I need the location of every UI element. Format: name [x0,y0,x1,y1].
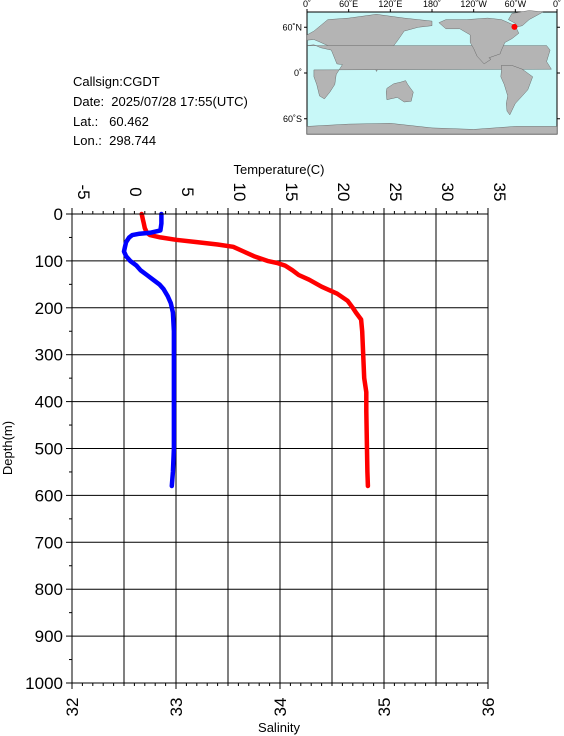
temperature-axis-title: Temperature(C) [233,162,324,177]
salinity-tick-label: 33 [167,698,186,717]
depth-tick-label: 900 [35,627,63,646]
salinity-tick-label: 36 [479,698,498,717]
map-antarctica [306,123,558,135]
callsign-text: Callsign:CGDT [73,74,160,89]
salinity-axis-title: Salinity [258,720,300,735]
temperature-tick-label: -5 [74,184,93,199]
map-africa [306,44,552,100]
lon-text: Lon.: 298.744 [73,133,157,148]
map-south-america [500,65,533,116]
map-land [306,10,558,135]
temperature-tick-label: 5 [178,187,197,196]
salinity-tick-label: 34 [271,698,290,717]
map-north-america [438,17,520,65]
temperature-tick-label: 35 [490,183,509,202]
depth-tick-label: 500 [35,440,63,459]
temperature-tick-label: 0 [126,187,145,196]
map-lon-label: 0˚ [553,0,561,9]
depth-tick-label: 1000 [25,674,63,693]
salinity-tick-label: 35 [375,698,394,717]
lat-text: Lat.: 60.462 [73,114,149,129]
depth-tick-label: 200 [35,299,63,318]
map-ticks [304,9,560,120]
map-greenland [508,10,544,28]
map-lon-label: 180˚ [423,0,441,9]
salinity-profile-line [121,211,177,489]
temperature-tick-label: 10 [230,183,249,202]
temperature-tick-label: 30 [438,183,457,202]
chart-series [121,211,371,489]
map-labels: 0˚ 60˚E 120˚E 180˚ 120˚W 60˚W 0˚ 60˚N 0˚ 60˚S [282,0,561,124]
depth-axis-title: Depth(m) [0,421,15,475]
date-text: Date: 2025/07/28 17:55(UTC) [73,94,248,109]
depth-tick-label: 100 [35,252,63,271]
temperature-tick-label: 20 [334,183,353,202]
temperature-tick-label: 15 [282,183,301,202]
station-marker [511,23,518,30]
depth-tick-label: 600 [35,486,63,505]
map-lon-label: 60˚W [505,0,527,9]
map-lat-label: 60˚N [282,22,302,32]
map-australia [385,80,414,103]
depth-tick-label: 0 [54,205,63,224]
temperature-profile-line [139,211,371,489]
depth-tick-label: 300 [35,346,63,365]
plot-frame [71,213,489,684]
world-map: 0˚ 60˚E 120˚E 180˚ 120˚W 60˚W 0˚ 60˚N 0˚ 60˚S [282,0,561,135]
chart-grid [71,213,489,684]
map-lat-label: 60˚S [283,114,302,124]
temperature-tick-label: 25 [386,183,405,202]
map-lon-label: 120˚E [378,0,402,9]
salinity-tick-label: 32 [63,698,82,717]
depth-tick-label: 700 [35,533,63,552]
map-lon-label: 0˚ [303,0,311,9]
map-lon-label: 60˚E [339,0,358,9]
map-lat-label: 0˚ [294,68,302,78]
depth-tick-label: 400 [35,393,63,412]
map-lon-label: 120˚W [460,0,487,9]
depth-tick-label: 800 [35,580,63,599]
